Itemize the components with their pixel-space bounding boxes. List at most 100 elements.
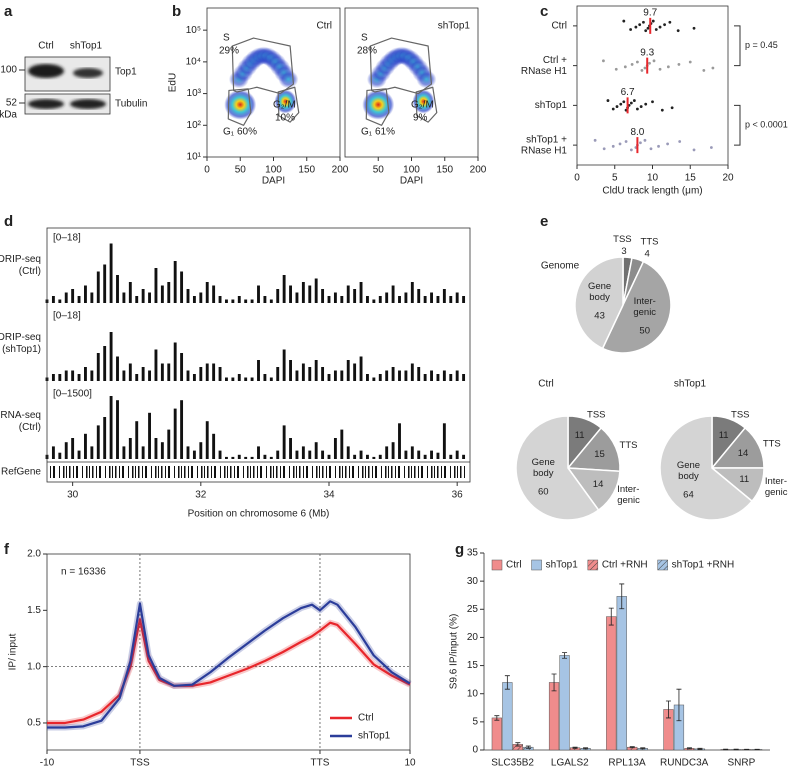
signal-bar bbox=[417, 289, 421, 303]
signal-bar bbox=[58, 299, 62, 303]
y-tick-label: 10⁴ bbox=[186, 57, 201, 68]
gate bbox=[277, 86, 300, 123]
legend-label: Ctrl bbox=[358, 713, 374, 724]
point bbox=[652, 59, 656, 63]
signal-bar bbox=[442, 370, 446, 381]
error-bar bbox=[525, 745, 531, 749]
signal-bar bbox=[167, 363, 171, 381]
signal-bar bbox=[58, 452, 62, 459]
signal-bar bbox=[308, 285, 312, 303]
x-tick-label: 36 bbox=[452, 490, 464, 501]
signal-bar bbox=[333, 370, 337, 381]
point bbox=[692, 148, 696, 152]
x-tick-label: 15 bbox=[685, 173, 697, 184]
signal-bar bbox=[135, 374, 139, 381]
axes bbox=[483, 553, 770, 751]
density bbox=[224, 89, 257, 120]
signal-bar bbox=[366, 296, 369, 303]
band bbox=[73, 68, 103, 78]
x-tick-label: 100 bbox=[265, 165, 282, 176]
signal-bar bbox=[455, 450, 459, 459]
signal-bar bbox=[455, 292, 459, 303]
slice-name: TSS bbox=[587, 410, 605, 421]
point bbox=[629, 148, 633, 152]
y-tick-label: 2.0 bbox=[27, 549, 41, 560]
panel-letter: b bbox=[172, 3, 181, 20]
point bbox=[622, 100, 626, 104]
y-tick-label: 1.0 bbox=[27, 661, 41, 672]
density bbox=[278, 70, 299, 89]
plot-frame bbox=[46, 227, 471, 483]
slice-name: Gene bbox=[677, 460, 700, 471]
signal-bar bbox=[423, 454, 427, 459]
slice-value: 11 bbox=[739, 474, 749, 485]
signal-bar bbox=[231, 377, 235, 381]
pie-slice bbox=[601, 260, 672, 354]
signal-bar bbox=[430, 292, 433, 303]
signal-bar bbox=[173, 408, 177, 459]
legend-label: shTop1 bbox=[358, 731, 391, 742]
signal-bar bbox=[212, 363, 216, 381]
point bbox=[629, 28, 633, 31]
p-value: p < 0.0001 bbox=[745, 120, 788, 130]
x-tick-label: 32 bbox=[195, 490, 207, 501]
error-bar bbox=[733, 748, 739, 751]
point bbox=[709, 146, 713, 149]
x-tick-label: 0 bbox=[204, 165, 210, 176]
signal-bar bbox=[385, 446, 389, 459]
gate-value: 29% bbox=[219, 46, 239, 57]
bar bbox=[548, 682, 560, 751]
signal-bar bbox=[109, 243, 113, 303]
error-bar bbox=[551, 673, 557, 692]
error-bar bbox=[629, 746, 635, 749]
band bbox=[70, 99, 106, 109]
bracket bbox=[734, 104, 741, 146]
signal-bar bbox=[160, 285, 164, 303]
signal-bar bbox=[96, 425, 100, 459]
x-tick-label: 20 bbox=[722, 173, 734, 184]
signal-bar bbox=[218, 450, 222, 459]
point bbox=[651, 19, 655, 23]
point bbox=[639, 105, 643, 108]
signal-bar bbox=[192, 296, 196, 303]
signal-bar bbox=[372, 456, 376, 459]
signal-bar bbox=[90, 370, 94, 381]
signal-bar bbox=[372, 299, 376, 303]
slice-value: 14 bbox=[738, 448, 749, 459]
signal-bar bbox=[141, 289, 145, 303]
point bbox=[634, 25, 638, 29]
pie-title: Ctrl bbox=[538, 379, 554, 390]
signal-bar bbox=[237, 374, 241, 381]
signal-bar bbox=[103, 264, 107, 303]
signal-bar bbox=[410, 446, 414, 459]
point bbox=[648, 61, 651, 65]
signal-bar bbox=[276, 367, 280, 381]
signal-bar bbox=[442, 423, 446, 459]
point bbox=[630, 63, 634, 66]
x-tick-label: TTS bbox=[311, 758, 330, 769]
signal-bar bbox=[430, 370, 433, 381]
point bbox=[632, 99, 636, 102]
bar bbox=[606, 616, 617, 751]
signal-bar bbox=[64, 292, 68, 303]
signal-bar bbox=[276, 289, 280, 303]
signal-bar bbox=[109, 332, 113, 381]
panel-letter: c bbox=[540, 3, 548, 20]
slice-name: TTS bbox=[763, 439, 781, 450]
signal-bar bbox=[378, 454, 382, 459]
signal-bar bbox=[321, 289, 325, 303]
western-blot: Ctrl shTop1 100 52 kDa Top1 Tubulin bbox=[0, 41, 147, 121]
signal-bar bbox=[212, 285, 216, 303]
signal-bar bbox=[186, 370, 190, 381]
signal-bar bbox=[410, 363, 414, 381]
signal-bar bbox=[116, 400, 119, 459]
signal-bar bbox=[257, 446, 260, 459]
blot-box bbox=[24, 93, 111, 115]
slice-name: TTS bbox=[620, 440, 638, 451]
signal-bar bbox=[180, 271, 184, 303]
category-label: Ctrl bbox=[551, 21, 567, 32]
signal-bar bbox=[103, 346, 107, 381]
y-tick-label: 0 bbox=[472, 745, 478, 756]
x-tick-label: 150 bbox=[436, 165, 453, 176]
point bbox=[663, 23, 666, 27]
